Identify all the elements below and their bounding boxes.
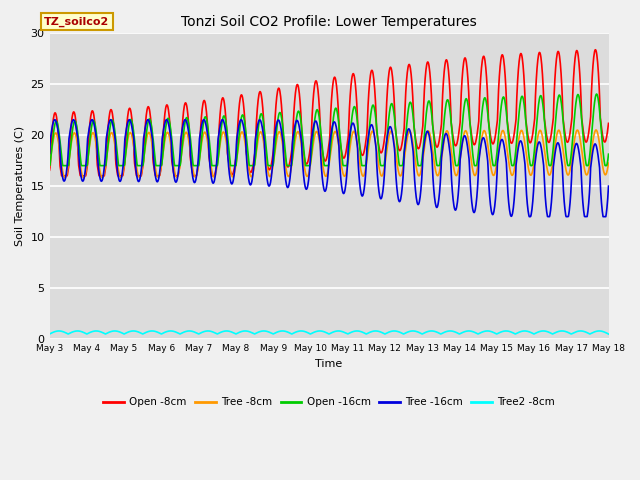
Open -16cm [232, 159, 240, 165]
Tree2 -8cm [170, 329, 178, 335]
Open -8cm [157, 168, 164, 173]
Text: TZ_soilco2: TZ_soilco2 [44, 16, 109, 27]
Open -16cm [593, 91, 600, 97]
Open -16cm [489, 161, 497, 167]
Tree2 -8cm [539, 328, 547, 334]
Tree -16cm [416, 194, 424, 200]
Tree -16cm [45, 150, 53, 156]
Tree -8cm [157, 167, 164, 173]
Tree -8cm [490, 172, 497, 178]
Line: Open -8cm: Open -8cm [49, 50, 609, 176]
Tree -16cm [233, 136, 241, 142]
Open -16cm [170, 157, 178, 163]
Tree -8cm [605, 160, 612, 166]
Open -8cm [605, 120, 612, 126]
Tree -8cm [539, 134, 547, 140]
Title: Tonzi Soil CO2 Profile: Lower Temperatures: Tonzi Soil CO2 Profile: Lower Temperatur… [181, 15, 477, 29]
Tree -8cm [233, 156, 241, 162]
Legend: Open -8cm, Tree -8cm, Open -16cm, Tree -16cm, Tree2 -8cm: Open -8cm, Tree -8cm, Open -16cm, Tree -… [99, 393, 559, 412]
Y-axis label: Soil Temperatures (C): Soil Temperatures (C) [15, 126, 25, 246]
X-axis label: Time: Time [316, 359, 342, 369]
Line: Tree2 -8cm: Tree2 -8cm [49, 331, 609, 334]
Open -8cm [45, 167, 53, 173]
Open -8cm [591, 47, 599, 53]
Line: Open -16cm: Open -16cm [49, 94, 609, 166]
Open -16cm [605, 151, 612, 157]
Line: Tree -16cm: Tree -16cm [49, 120, 609, 216]
Tree2 -8cm [45, 331, 53, 337]
Open -8cm [416, 142, 424, 147]
Tree2 -8cm [55, 328, 63, 334]
Tree -8cm [416, 171, 424, 177]
Tree -16cm [525, 214, 533, 219]
Tree -16cm [490, 211, 497, 217]
Tree2 -8cm [233, 331, 241, 336]
Open -8cm [233, 147, 241, 153]
Tree2 -8cm [416, 330, 424, 336]
Tree -8cm [592, 127, 600, 133]
Open -16cm [45, 163, 53, 168]
Tree -8cm [170, 167, 178, 172]
Tree -16cm [539, 156, 547, 162]
Tree -16cm [156, 164, 164, 170]
Open -16cm [538, 96, 546, 102]
Tree2 -8cm [490, 329, 497, 335]
Open -16cm [156, 163, 164, 168]
Line: Tree -8cm: Tree -8cm [49, 130, 609, 178]
Tree -16cm [200, 117, 207, 122]
Tree -8cm [61, 175, 69, 180]
Open -8cm [170, 173, 178, 179]
Tree -16cm [605, 183, 612, 189]
Open -8cm [490, 141, 497, 147]
Open -8cm [539, 72, 547, 77]
Open -8cm [58, 173, 66, 179]
Tree2 -8cm [605, 331, 612, 337]
Tree2 -8cm [157, 331, 164, 336]
Open -16cm [416, 163, 424, 168]
Tree -16cm [170, 172, 178, 178]
Tree -8cm [45, 163, 53, 169]
